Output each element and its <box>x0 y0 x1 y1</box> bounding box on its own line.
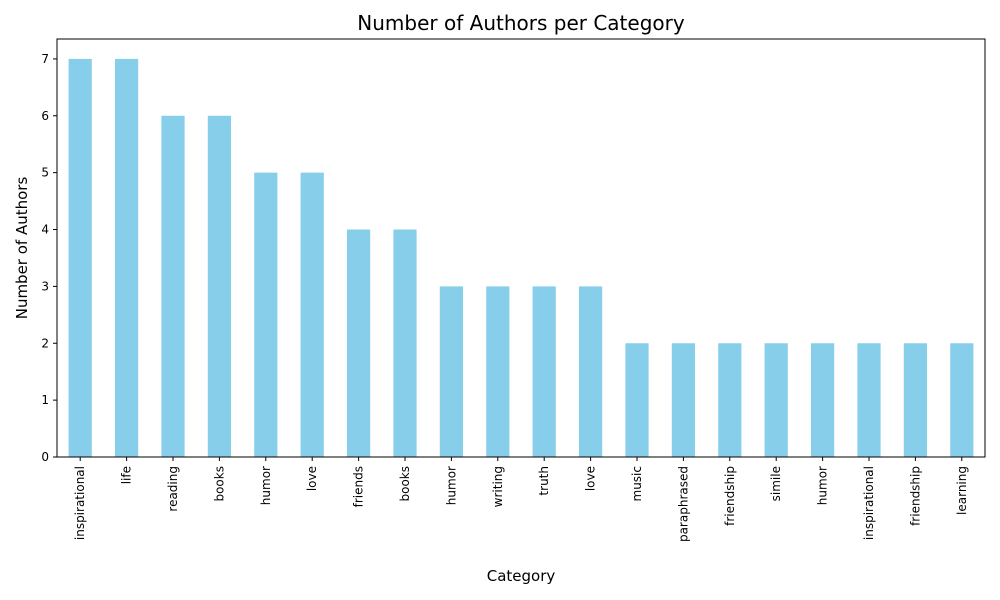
plot-frame <box>56 38 986 458</box>
bar-7 <box>393 229 417 457</box>
x-tick-label: humor <box>259 466 273 505</box>
x-tick-label: writing <box>491 466 505 507</box>
x-tick-label: books <box>212 466 226 502</box>
x-tick-label: life <box>120 466 134 484</box>
x-tick-label: humor <box>444 466 458 505</box>
bar-2 <box>161 115 185 457</box>
y-tick-label: 0 <box>41 450 49 464</box>
x-tick-label: friendship <box>908 466 922 526</box>
y-tick-label: 2 <box>41 336 49 350</box>
x-tick-label: simile <box>769 466 783 501</box>
x-tick-label: learning <box>955 466 969 515</box>
bar-16 <box>811 343 835 457</box>
bar-15 <box>764 343 788 457</box>
bar-9 <box>486 286 510 457</box>
x-tick-label: inspirational <box>73 466 87 540</box>
x-tick-label: friendship <box>723 466 737 526</box>
bar-18 <box>903 343 927 457</box>
x-axis-label: Category <box>487 567 556 585</box>
y-axis-label: Number of Authors <box>13 177 31 320</box>
bar-6 <box>347 229 371 457</box>
bar-17 <box>857 343 881 457</box>
x-tick-label: humor <box>816 466 830 505</box>
x-tick-label: books <box>398 466 412 502</box>
x-tick-label: love <box>584 466 598 491</box>
y-tick-label: 5 <box>41 166 49 180</box>
x-tick-label: love <box>305 466 319 491</box>
y-tick-label: 1 <box>41 393 49 407</box>
y-tick-label: 6 <box>41 109 49 123</box>
chart-title: Number of Authors per Category <box>357 11 685 35</box>
x-tick-label: reading <box>166 466 180 512</box>
bar-11 <box>579 286 603 457</box>
y-axis-ticks: 0 1 2 3 4 5 6 7 <box>41 52 57 464</box>
x-tick-label: music <box>630 466 644 501</box>
x-tick-label: paraphrased <box>676 466 690 542</box>
x-tick-label: truth <box>537 466 551 496</box>
y-tick-label: 4 <box>41 223 49 237</box>
bar-1 <box>115 58 139 458</box>
bar-5 <box>300 172 324 458</box>
bar-12 <box>625 343 649 457</box>
bar-4 <box>254 172 278 458</box>
x-tick-label: inspirational <box>862 466 876 540</box>
x-axis-ticks: inspirational life reading books humor love fr… <box>73 457 969 542</box>
y-tick-label: 7 <box>41 52 49 66</box>
bar-3 <box>207 115 231 457</box>
bar-0 <box>68 58 92 458</box>
bar-19 <box>950 343 974 457</box>
bar-8 <box>439 286 463 457</box>
y-tick-label: 3 <box>41 279 49 293</box>
x-tick-label: friends <box>352 466 366 507</box>
bars-layer <box>68 58 974 458</box>
bar-10 <box>532 286 556 457</box>
bar-14 <box>718 343 742 457</box>
bar-13 <box>671 343 695 457</box>
